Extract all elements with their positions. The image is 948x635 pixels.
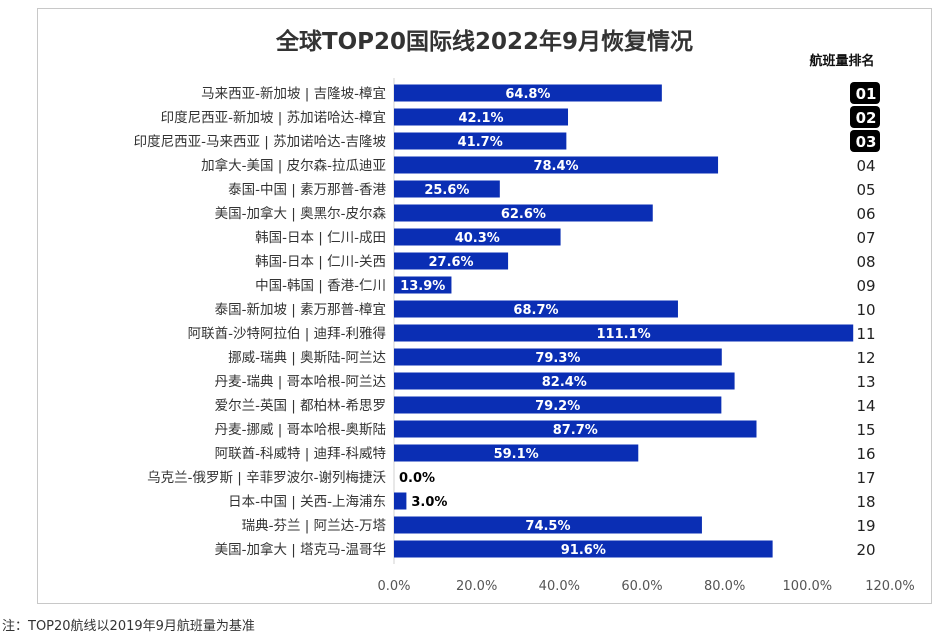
data-label: 111.1% — [597, 327, 651, 342]
data-label: 25.6% — [424, 183, 469, 198]
x-tick-label: 120.0% — [865, 579, 915, 594]
data-label: 0.0% — [399, 471, 435, 486]
rank-label: 15 — [856, 421, 875, 439]
rank-label: 10 — [856, 301, 875, 319]
footnote: 注：TOP20航线以2019年9月航班量为基准 — [2, 619, 255, 634]
data-label: 91.6% — [561, 543, 606, 558]
rank-label: 16 — [856, 445, 875, 463]
bar — [394, 516, 702, 534]
rank-badge — [850, 82, 880, 104]
category-label: 加拿大-美国 | 皮尔森-拉瓜迪亚 — [201, 157, 386, 174]
bar — [394, 372, 735, 390]
category-label: 阿联酋-科威特 | 迪拜-科威特 — [215, 445, 386, 462]
rank-label: 05 — [856, 181, 875, 199]
rank-label: 13 — [856, 373, 875, 391]
bar — [394, 228, 561, 246]
rank-badge — [850, 106, 880, 128]
data-label: 59.1% — [494, 447, 539, 462]
rank-label: 02 — [856, 109, 877, 127]
bar — [394, 276, 452, 294]
data-label: 3.0% — [411, 495, 447, 510]
bar — [394, 252, 509, 270]
category-label: 韩国-日本 | 仁川-成田 — [255, 230, 386, 246]
bar — [394, 444, 639, 462]
data-label: 41.7% — [458, 135, 503, 150]
bar — [394, 204, 653, 222]
data-label: 40.3% — [455, 231, 500, 246]
rank-label: 07 — [856, 229, 875, 247]
category-label: 日本-中国 | 关西-上海浦东 — [228, 494, 386, 510]
category-label: 挪威-瑞典 | 奥斯陆-阿兰达 — [228, 349, 386, 366]
category-label: 丹麦-瑞典 | 哥本哈根-阿兰达 — [215, 374, 387, 390]
category-label: 印度尼西亚-新加坡 | 苏加诺哈达-樟宜 — [161, 110, 386, 126]
bar-chart: 马来西亚-新加坡 | 吉隆坡-樟宜 64.8% 01 印度尼西亚-新加坡 | 苏加诺哈… — [134, 78, 915, 594]
category-label: 中国-韩国 | 香港-仁川 — [255, 278, 386, 294]
bar — [394, 108, 569, 126]
x-tick-label: 60.0% — [621, 579, 662, 594]
rank-label: 06 — [856, 205, 875, 223]
rank-label: 08 — [856, 253, 875, 271]
category-label: 丹麦-挪威 | 哥本哈根-奥斯陆 — [215, 421, 386, 438]
bar — [394, 420, 757, 438]
bar — [394, 180, 500, 198]
x-tick-label: 20.0% — [456, 579, 497, 594]
x-tick-label: 40.0% — [539, 579, 580, 594]
data-label: 27.6% — [428, 255, 473, 270]
rank-label: 04 — [856, 157, 875, 175]
rank-label: 20 — [856, 541, 875, 559]
rank-label: 11 — [856, 325, 875, 343]
category-label: 瑞典-芬兰 | 阿兰达-万塔 — [242, 518, 387, 534]
rank-label: 19 — [856, 517, 875, 535]
category-label: 美国-加拿大 | 奥黑尔-皮尔森 — [215, 205, 387, 222]
bar — [394, 348, 722, 366]
rank-badge — [850, 130, 880, 152]
bar — [394, 540, 773, 558]
category-label: 乌克兰-俄罗斯 | 辛菲罗波尔-谢列梅捷沃 — [147, 470, 386, 486]
rank-label: 17 — [856, 469, 875, 487]
data-label: 68.7% — [513, 303, 558, 318]
bar — [394, 396, 722, 414]
data-label: 42.1% — [458, 111, 503, 126]
bar — [394, 300, 678, 318]
x-tick-label: 100.0% — [783, 579, 833, 594]
bar — [394, 324, 854, 342]
rank-label: 03 — [856, 133, 877, 151]
x-tick-label: 0.0% — [377, 579, 410, 594]
bar — [394, 156, 719, 174]
bar — [394, 132, 567, 150]
data-label: 64.8% — [505, 87, 550, 102]
category-label: 印度尼西亚-马来西亚 | 苏加诺哈达-吉隆坡 — [134, 134, 387, 150]
data-label: 82.4% — [542, 375, 587, 390]
rank-label: 01 — [856, 85, 877, 103]
category-label: 阿联酋-沙特阿拉伯 | 迪拜-利雅得 — [188, 325, 386, 342]
rank-label: 12 — [856, 349, 875, 367]
chart-title: 全球TOP20国际线2022年9月恢复情况 — [275, 29, 694, 55]
rank-label: 18 — [856, 493, 875, 511]
category-label: 爱尔兰-英国 | 都柏林-希思罗 — [215, 397, 386, 414]
data-label: 87.7% — [553, 423, 598, 438]
data-label: 79.3% — [535, 351, 580, 366]
bar — [394, 492, 407, 510]
rank-label: 14 — [856, 397, 875, 415]
data-label: 78.4% — [533, 159, 578, 174]
category-label: 马来西亚-新加坡 | 吉隆坡-樟宜 — [201, 86, 386, 102]
category-label: 美国-加拿大 | 塔克马-温哥华 — [215, 541, 386, 558]
data-label: 13.9% — [400, 279, 445, 294]
category-label: 泰国-中国 | 素万那普-香港 — [228, 182, 386, 198]
data-label: 62.6% — [501, 207, 546, 222]
data-label: 74.5% — [525, 519, 570, 534]
category-label: 韩国-日本 | 仁川-关西 — [255, 254, 386, 270]
bar — [394, 84, 662, 102]
rank-header: 航班量排名 — [809, 54, 875, 69]
x-tick-label: 80.0% — [704, 579, 745, 594]
rank-label: 09 — [856, 277, 875, 295]
data-label: 79.2% — [535, 399, 580, 414]
category-label: 泰国-新加坡 | 素万那普-樟宜 — [215, 302, 386, 318]
